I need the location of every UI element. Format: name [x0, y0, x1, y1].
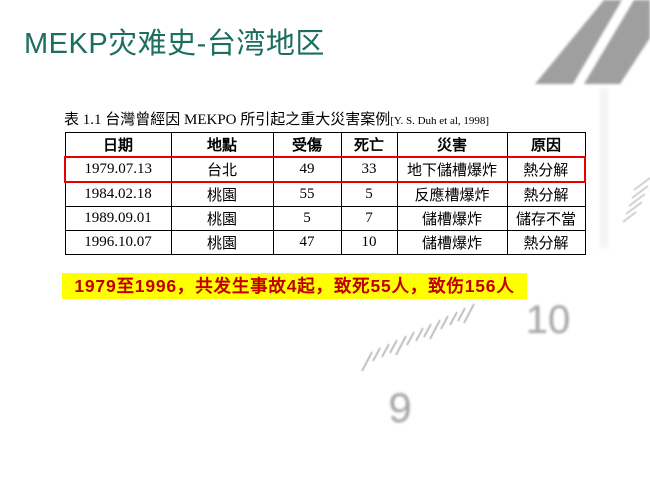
svg-text:9: 9 — [388, 384, 411, 431]
svg-text:10: 10 — [526, 298, 571, 342]
